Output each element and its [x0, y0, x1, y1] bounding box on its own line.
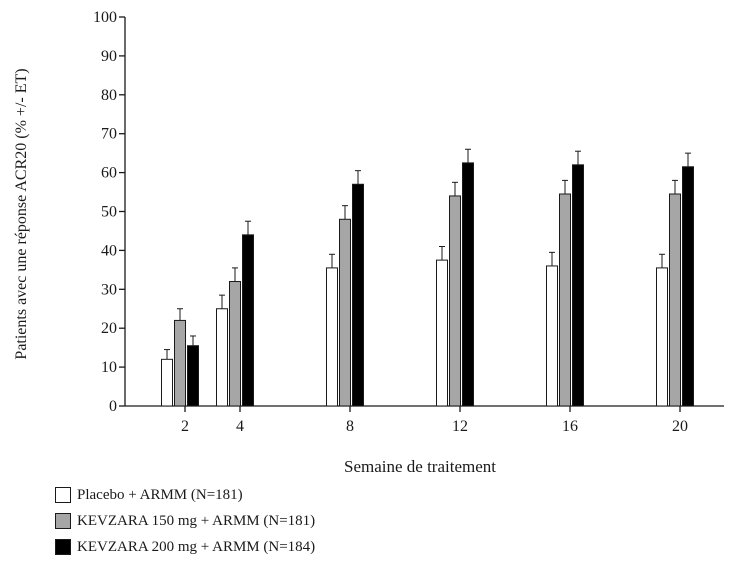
x-tick-label-8: 8: [346, 418, 354, 435]
x-tick-label-16: 16: [562, 418, 578, 435]
bar-kevzara-150-week-20: [669, 193, 681, 407]
y-tick-label-40: 40: [101, 242, 117, 259]
bar-kevzara-150-week-4: [229, 281, 241, 407]
bar-kevzara-200-week-16: [572, 164, 584, 407]
legend-item-placebo: Placebo + ARMM (N=181): [55, 482, 315, 508]
error-bars: [164, 148, 691, 360]
legend-item-kevzara-200: KEVZARA 200 mg + ARMM (N=184): [55, 534, 315, 560]
bar-kevzara-200-week-20: [682, 166, 694, 407]
legend-swatch-kevzara-150: [55, 513, 71, 529]
bar-kevzara-200-week-8: [352, 183, 364, 407]
bar-kevzara-150-week-8: [339, 218, 351, 407]
x-tick-label-20: 20: [672, 418, 688, 435]
bars: [161, 162, 694, 407]
bar-kevzara-150-week-12: [449, 195, 461, 407]
y-tick-label-30: 30: [101, 281, 117, 298]
y-tick-label-0: 0: [109, 398, 117, 415]
bar-kevzara-200-week-2: [187, 345, 199, 407]
bar-placebo-week-4: [216, 308, 228, 407]
x-tick-label-4: 4: [236, 418, 244, 435]
y-tick-label-70: 70: [101, 126, 117, 143]
legend-label-kevzara-200: KEVZARA 200 mg + ARMM (N=184): [77, 538, 316, 555]
bar-kevzara-150-week-16: [559, 193, 571, 407]
y-tick-label-100: 100: [93, 9, 117, 26]
bar-placebo-week-8: [326, 267, 338, 407]
axes: [124, 17, 724, 407]
x-tick-label-2: 2: [181, 418, 189, 435]
bar-kevzara-150-week-2: [174, 319, 186, 407]
bar-kevzara-200-week-12: [462, 162, 474, 407]
legend-swatch-placebo: [55, 487, 71, 503]
legend-label-placebo: Placebo + ARMM (N=181): [77, 486, 243, 503]
legend-item-kevzara-150: KEVZARA 150 mg + ARMM (N=181): [55, 508, 315, 534]
y-tick-label-50: 50: [101, 204, 117, 221]
y-tick-label-60: 60: [101, 165, 117, 182]
y-tick-label-10: 10: [101, 359, 117, 376]
x-axis-label: Semaine de traitement: [344, 457, 496, 476]
y-tick-label-90: 90: [101, 48, 117, 65]
bar-placebo-week-16: [546, 265, 558, 407]
legend-swatch-kevzara-200: [55, 539, 71, 555]
ticks: 010203040506070809010024812162024: [93, 9, 688, 435]
y-axis-label: Patients avec une réponse ACR20 (% +/- E…: [13, 68, 30, 359]
legend: Placebo + ARMM (N=181) KEVZARA 150 mg + …: [55, 482, 315, 560]
bar-kevzara-200-week-4: [242, 234, 254, 407]
bar-placebo-week-12: [436, 259, 448, 407]
y-tick-label-20: 20: [101, 320, 117, 337]
legend-label-kevzara-150: KEVZARA 150 mg + ARMM (N=181): [77, 512, 316, 529]
x-tick-label-12: 12: [452, 418, 468, 435]
y-tick-label-80: 80: [101, 87, 117, 104]
bar-placebo-week-2: [161, 358, 173, 407]
bar-placebo-week-20: [656, 267, 668, 407]
